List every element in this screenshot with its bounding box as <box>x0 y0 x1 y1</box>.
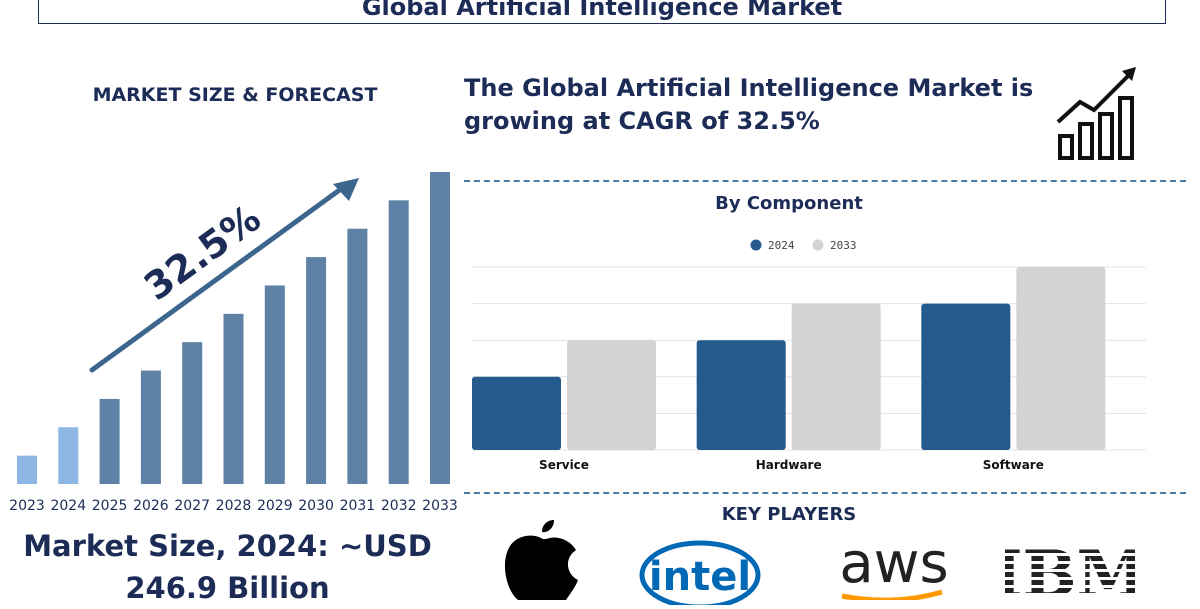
by-component-heading: By Component <box>715 193 863 214</box>
headline-line-2: growing at CAGR of 32.5% <box>464 107 820 135</box>
growth-arrow-head <box>333 178 359 201</box>
forecast-bar-2030 <box>306 257 327 484</box>
bar-service-2024 <box>472 376 561 450</box>
forecast-tick-2032: 2032 <box>381 498 417 514</box>
forecast-bar-2028 <box>223 313 244 484</box>
divider-bottom <box>464 492 1186 494</box>
aws-logo-icon: aws <box>839 531 949 600</box>
forecast-tick-2024: 2024 <box>50 498 86 514</box>
forecast-tick-2029: 2029 <box>257 498 293 514</box>
forecast-tick-2023: 2023 <box>9 498 45 514</box>
forecast-bar-2024 <box>58 427 79 484</box>
forecast-tick-2033: 2033 <box>422 498 458 514</box>
intel-logo-icon: intel <box>639 540 761 605</box>
forecast-tick-2025: 2025 <box>92 498 128 514</box>
headline-line-1: The Global Artificial Intelligence Marke… <box>464 74 1034 102</box>
forecast-bar-2032 <box>388 200 409 484</box>
market-size-forecast-heading: MARKET SIZE & FORECAST <box>92 84 378 106</box>
tick-service: Service <box>539 458 589 472</box>
forecast-bar-2023 <box>17 455 37 484</box>
forecast-tick-2027: 2027 <box>174 498 210 514</box>
bar-hardware-2033 <box>791 303 881 450</box>
component-bars <box>472 267 1106 450</box>
apple-logo-icon <box>504 520 578 600</box>
forecast-tick-2030: 2030 <box>298 498 334 514</box>
forecast-bars <box>17 172 450 484</box>
market-size-line-1: Market Size, 2024: ~USD <box>23 529 432 563</box>
market-size-text: Market Size, 2024: ~USD 246.9 Billion <box>0 525 455 609</box>
ibm-logo-icon: IBM <box>1005 540 1135 600</box>
forecast-bar-2025 <box>99 398 120 484</box>
market-size-line-2: 246.9 Billion <box>125 571 330 605</box>
growth-arrow <box>89 178 359 373</box>
ibm-logo-text: IBM <box>1005 540 1135 600</box>
legend-label-2024: 2024 <box>768 239 795 252</box>
forecast-tick-2031: 2031 <box>340 498 376 514</box>
tick-software: Software <box>983 458 1044 472</box>
intel-logo-text: intel <box>649 554 751 600</box>
forecast-bar-2026 <box>140 370 161 484</box>
forecast-tick-2028: 2028 <box>216 498 252 514</box>
bar-software-2024 <box>921 303 1011 450</box>
legend-label-2033: 2033 <box>830 239 857 252</box>
forecast-bar-2033 <box>430 172 450 484</box>
forecast-bar-2029 <box>264 285 285 484</box>
component-legend: 2024 2033 <box>750 239 857 252</box>
forecast-bar-2027 <box>182 342 203 484</box>
forecast-tick-labels: 2023 2024 2025 2026 2027 2028 2029 2030 2031 2032… <box>9 498 458 514</box>
forecast-tick-2026: 2026 <box>133 498 169 514</box>
bar-hardware-2024 <box>696 340 786 450</box>
legend-swatch-2033 <box>812 239 824 251</box>
growth-chart-icon <box>1056 67 1136 160</box>
legend-swatch-2024 <box>750 239 762 251</box>
key-players-heading: KEY PLAYERS <box>721 504 857 525</box>
page-title: Global Artificial Intelligence Market <box>361 0 843 21</box>
divider-top <box>464 180 1186 182</box>
tick-hardware: Hardware <box>756 458 822 472</box>
aws-logo-text: aws <box>839 531 948 596</box>
cagr-headline: The Global Artificial Intelligence Marke… <box>464 72 1054 138</box>
bar-software-2033 <box>1016 267 1106 450</box>
component-tick-labels: Service Hardware Software <box>539 458 1044 472</box>
bar-service-2033 <box>567 340 656 450</box>
forecast-bar-2031 <box>347 228 368 484</box>
component-bar-chart: Service Hardware Software 2024 2033 <box>472 239 1146 472</box>
title-box: Global Artificial Intelligence Market <box>38 0 1166 24</box>
growth-arrow-line <box>89 183 348 373</box>
forecast-bar-chart: 2023 2024 2025 2026 2027 2028 2029 2030 2031 2032… <box>9 172 458 514</box>
